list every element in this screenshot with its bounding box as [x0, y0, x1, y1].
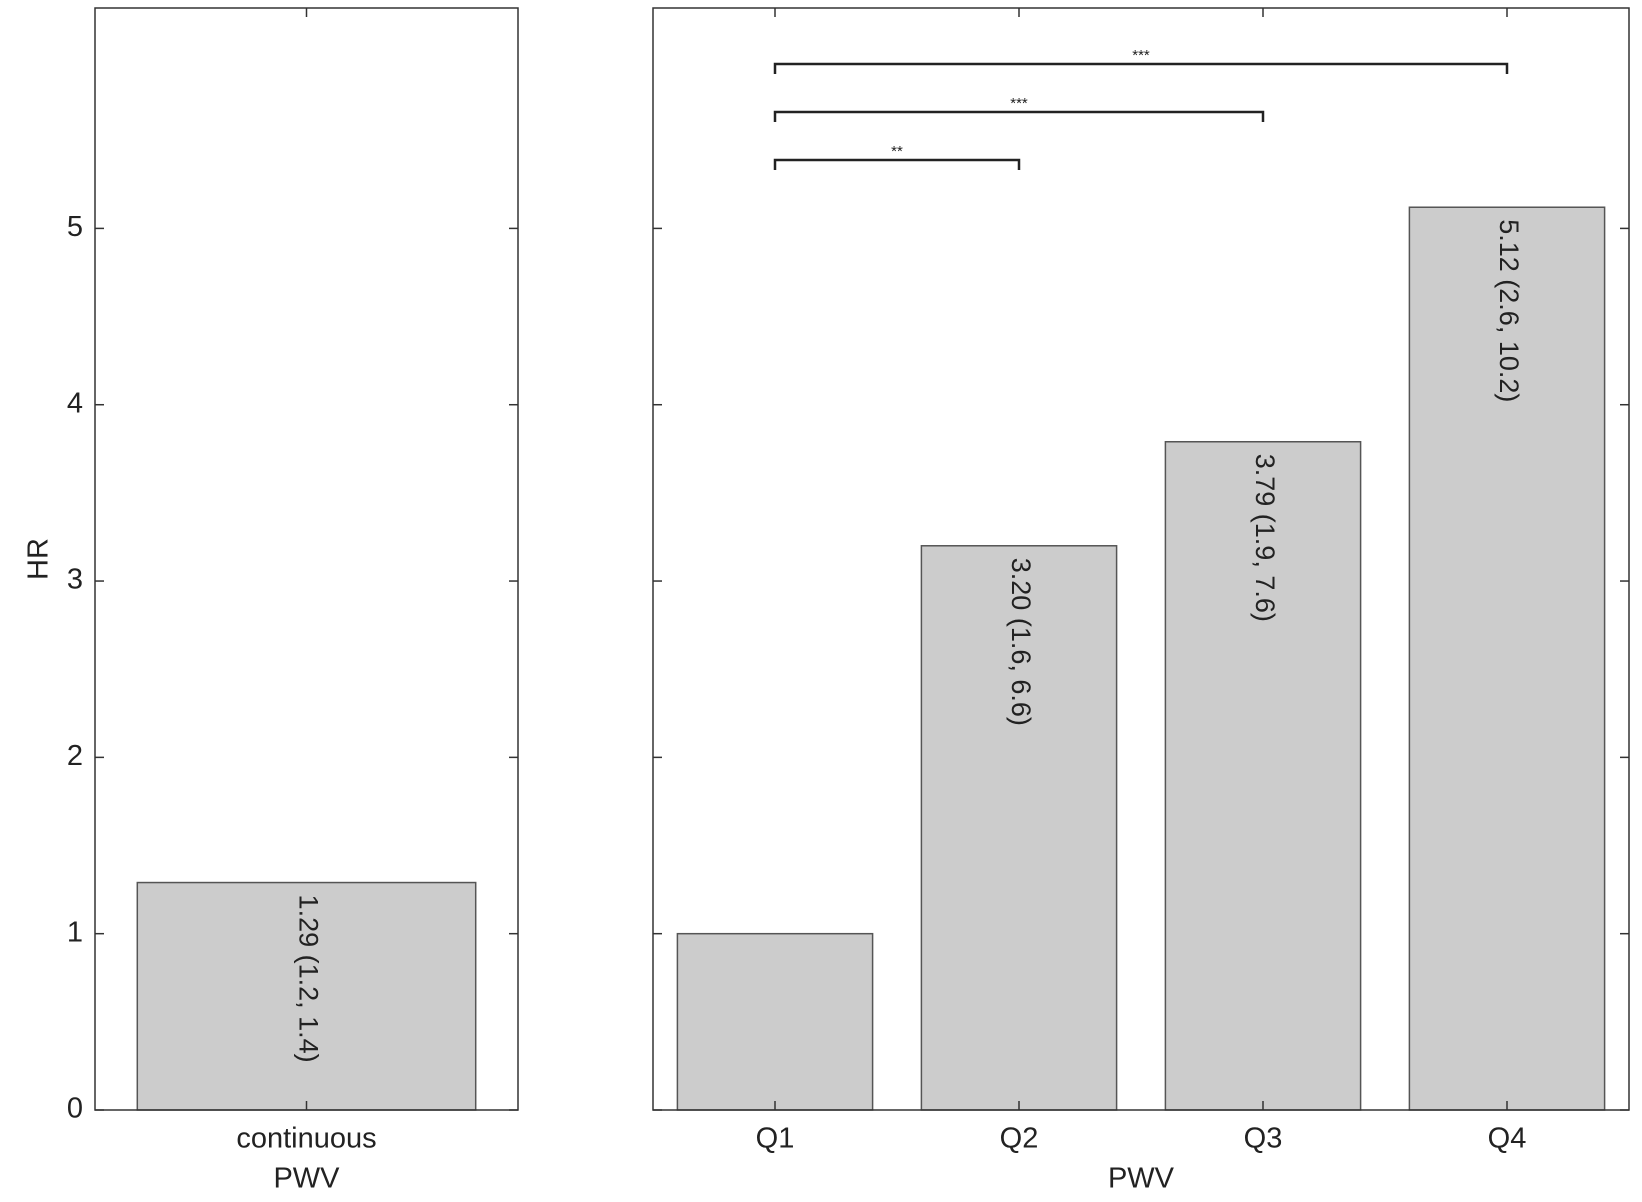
y-tick-label: 1 — [67, 916, 83, 948]
axes-frame — [652, 7, 1630, 1111]
x-axis-label: PWV — [273, 1163, 340, 1195]
y-axis-label: HR — [23, 538, 55, 580]
significance-bracket — [773, 110, 1265, 122]
axes-frame — [94, 7, 519, 1111]
value-label: 5.12 (2.6, 10.2) — [1494, 219, 1524, 402]
bar — [920, 545, 1118, 1111]
y-tick-label: 5 — [67, 211, 83, 243]
x-axis-label: PWV — [1108, 1163, 1175, 1195]
y-tick-label: 4 — [67, 387, 83, 419]
bar — [1164, 440, 1362, 1111]
x-tick-label: Q3 — [1244, 1123, 1283, 1155]
y-tick-label: 2 — [67, 740, 83, 772]
x-tick-label: Q1 — [756, 1123, 795, 1155]
y-tick-label: 3 — [67, 564, 83, 596]
x-tick-label: Q4 — [1488, 1123, 1527, 1155]
significance-bracket — [773, 62, 1509, 74]
x-tick-label: Q2 — [1000, 1123, 1039, 1155]
significance-label: *** — [1132, 47, 1150, 64]
value-label: 1.29 (1.2, 1.4) — [293, 895, 323, 1063]
value-label: 3.79 (1.9, 7.6) — [1250, 454, 1280, 622]
value-label: 3.20 (1.6, 6.6) — [1006, 558, 1036, 726]
bar — [676, 932, 874, 1111]
significance-bracket — [773, 158, 1021, 170]
y-tick-label: 0 — [67, 1093, 83, 1125]
bar — [136, 881, 477, 1111]
bar — [1408, 206, 1606, 1111]
x-tick-label: continuous — [236, 1123, 376, 1155]
significance-label: *** — [1010, 95, 1028, 112]
significance-label: ** — [891, 143, 903, 160]
